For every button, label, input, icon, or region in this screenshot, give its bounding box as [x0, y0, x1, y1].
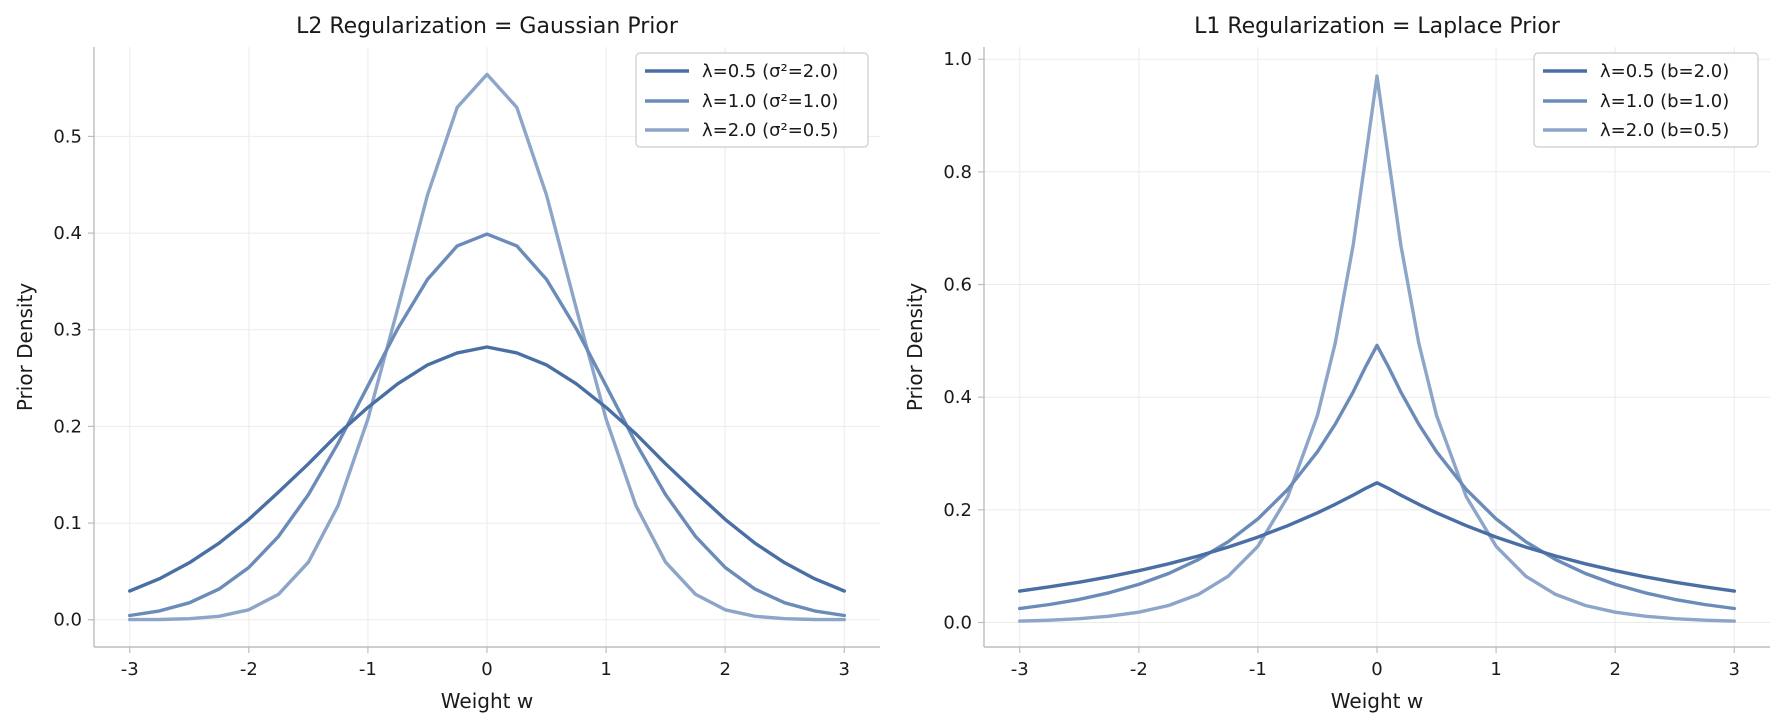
grid-laplace	[984, 47, 1770, 647]
series-line-gaussian-2	[128, 72, 846, 622]
x-tick-label-gaussian-6: 3	[839, 659, 850, 680]
x-tick-label-gaussian-5: 2	[719, 659, 730, 680]
x-tick-label-laplace-1: -2	[1130, 659, 1148, 680]
yticks-gaussian: 0.0 0.1 0.2 0.3 0.4 0.5	[53, 126, 94, 631]
y-tick-label-gaussian-3: 0.3	[53, 320, 82, 341]
x-tick-label-gaussian-4: 1	[600, 659, 611, 680]
chart-title-gaussian: L2 Regularization = Gaussian Prior	[296, 14, 679, 39]
series-line-laplace-0	[1018, 481, 1736, 593]
xticks-gaussian: -3 -2 -1 0 1 2 3	[121, 647, 850, 680]
y-tick-label-gaussian-5: 0.5	[53, 126, 82, 147]
x-tick-label-gaussian-1: -2	[240, 659, 258, 680]
xticks-laplace: -3 -2 -1 0 1 2 3	[1011, 647, 1740, 680]
legend-label-gaussian-1: λ=1.0 (σ²=1.0)	[702, 91, 838, 112]
y-tick-label-laplace-2: 0.4	[943, 387, 972, 408]
series-line-laplace-1	[1018, 343, 1736, 611]
y-tick-label-gaussian-4: 0.4	[53, 223, 82, 244]
x-axis-label-laplace: Weight w	[1331, 689, 1423, 713]
legend-gaussian: λ=0.5 (σ²=2.0) λ=1.0 (σ²=1.0) λ=2.0 (σ²=…	[635, 52, 869, 148]
x-tick-label-laplace-3: 0	[1371, 659, 1382, 680]
y-tick-label-laplace-4: 0.8	[943, 162, 972, 183]
x-tick-label-laplace-4: 1	[1490, 659, 1501, 680]
legend-frame-laplace	[1533, 52, 1759, 148]
legend-laplace: λ=0.5 (b=2.0) λ=1.0 (b=1.0) λ=2.0 (b=0.5…	[1533, 52, 1759, 148]
chart-title-laplace: L1 Regularization = Laplace Prior	[1194, 14, 1561, 39]
x-tick-label-gaussian-0: -3	[121, 659, 139, 680]
y-tick-label-gaussian-0: 0.0	[53, 610, 82, 631]
y-tick-label-laplace-3: 0.6	[943, 275, 972, 296]
y-tick-label-laplace-0: 0.0	[943, 612, 972, 633]
legend-label-gaussian-0: λ=0.5 (σ²=2.0)	[702, 61, 838, 82]
y-tick-label-laplace-5: 1.0	[943, 49, 972, 70]
x-tick-label-laplace-6: 3	[1729, 659, 1740, 680]
panel-gaussian: -3 -2 -1 0 1 2 3 0.0 0.1 0.2 0.3 0.4 0.5 L2 Regular…	[13, 14, 880, 713]
legend-label-gaussian-2: λ=2.0 (σ²=0.5)	[702, 120, 838, 141]
y-tick-label-gaussian-1: 0.1	[53, 513, 82, 534]
panel-laplace: -3 -2 -1 0 1 2 3 0.0 0.2 0.4 0.6 0.8 1.0 L1 Regular…	[903, 14, 1770, 713]
legend-label-laplace-2: λ=2.0 (b=0.5)	[1600, 120, 1729, 141]
yticks-laplace: 0.0 0.2 0.4 0.6 0.8 1.0	[943, 49, 984, 633]
series-line-gaussian-1	[128, 232, 846, 618]
series-lines-gaussian	[128, 72, 846, 622]
y-axis-label-laplace: Prior Density	[903, 283, 927, 412]
y-tick-label-gaussian-2: 0.2	[53, 416, 82, 437]
series-lines-laplace	[1018, 74, 1736, 623]
x-tick-label-gaussian-3: 0	[481, 659, 492, 680]
x-tick-label-laplace-0: -3	[1011, 659, 1029, 680]
x-tick-label-laplace-2: -1	[1249, 659, 1267, 680]
x-tick-label-gaussian-2: -1	[359, 659, 377, 680]
legend-label-laplace-1: λ=1.0 (b=1.0)	[1600, 91, 1729, 112]
legend-frame-gaussian	[635, 52, 869, 148]
x-axis-label-gaussian: Weight w	[441, 689, 533, 713]
y-tick-label-laplace-1: 0.2	[943, 500, 972, 521]
series-line-laplace-2	[1018, 74, 1736, 623]
y-axis-label-gaussian: Prior Density	[13, 283, 37, 412]
series-line-gaussian-0	[128, 345, 846, 593]
legend-label-laplace-0: λ=0.5 (b=2.0)	[1600, 61, 1729, 82]
x-tick-label-laplace-5: 2	[1609, 659, 1620, 680]
